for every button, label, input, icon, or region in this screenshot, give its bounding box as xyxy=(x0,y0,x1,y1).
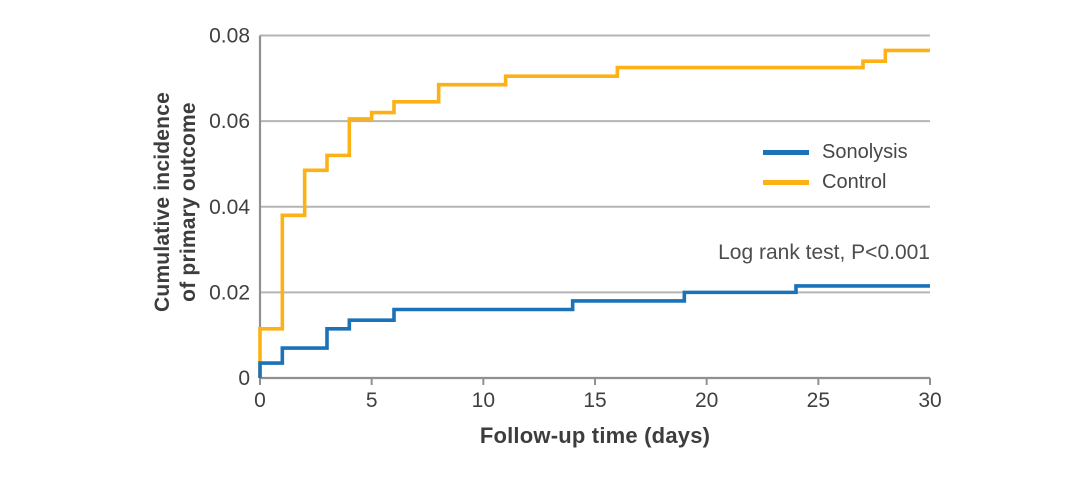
y-tick-label: 0.02 xyxy=(209,281,250,304)
legend-label-sonolysis: Sonolysis xyxy=(822,140,908,163)
y-tick-label: 0.06 xyxy=(209,110,250,133)
x-tick-label: 25 xyxy=(807,389,830,412)
log-rank-annotation: Log rank test, P<0.001 xyxy=(718,241,930,264)
legend-item-sonolysis: Sonolysis xyxy=(763,137,908,167)
y-axis-title: Cumulative incidence of primary outcome xyxy=(150,92,202,312)
series-curve-sonolysis xyxy=(258,284,930,378)
x-tick-label: 20 xyxy=(695,389,718,412)
x-tick-label: 15 xyxy=(583,389,606,412)
series-curve-control xyxy=(258,48,930,378)
y-axis-title-line1: Cumulative incidence xyxy=(151,92,174,312)
legend-item-control: Control xyxy=(763,167,908,197)
x-tick-label: 10 xyxy=(472,389,495,412)
x-tick-label: 30 xyxy=(918,389,941,412)
y-axis-title-line2: of primary outcome xyxy=(177,102,200,302)
legend-swatch-sonolysis xyxy=(763,149,809,155)
x-tick-label: 0 xyxy=(254,389,266,412)
y-tick-label: 0.08 xyxy=(209,25,250,48)
legend: Sonolysis Control xyxy=(763,137,908,197)
legend-label-control: Control xyxy=(822,170,887,193)
x-axis-title: Follow-up time (days) xyxy=(479,423,711,448)
x-tick-label: 5 xyxy=(366,389,378,412)
y-tick-label: 0.04 xyxy=(209,196,250,219)
y-tick-label: 0 xyxy=(238,367,250,390)
legend-swatch-control xyxy=(763,179,809,185)
